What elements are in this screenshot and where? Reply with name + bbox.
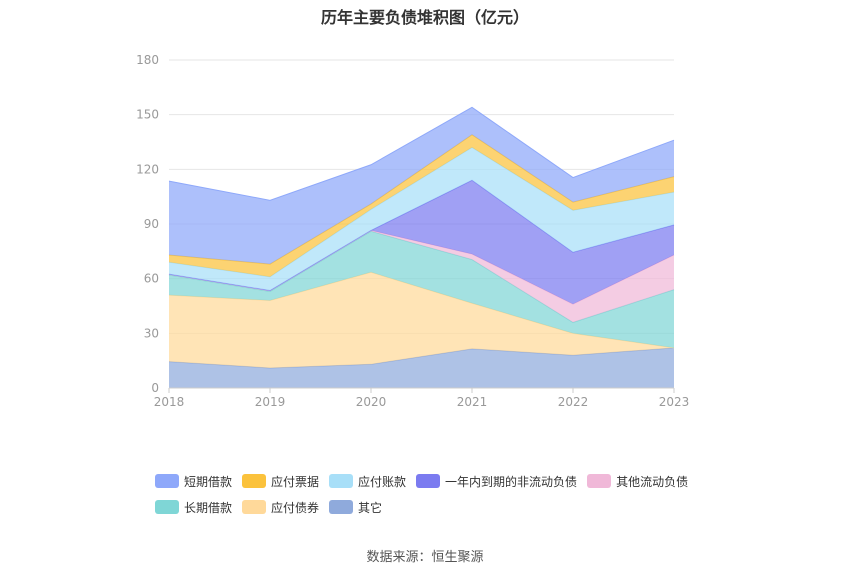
- legend-item[interactable]: 短期借款: [155, 472, 232, 490]
- x-tick-label: 2018: [154, 395, 185, 409]
- area-应付账款: [169, 147, 674, 291]
- x-tick-label: 2022: [558, 395, 589, 409]
- legend-swatch: [329, 474, 354, 488]
- legend-swatch: [242, 474, 267, 488]
- legend-swatch: [416, 474, 441, 488]
- area-其他流动负债: [169, 230, 674, 323]
- legend-label: 应付账款: [358, 474, 407, 489]
- area-应付债券: [169, 272, 674, 368]
- x-tick-label: 2020: [356, 395, 387, 409]
- area-短期借款: [169, 107, 674, 265]
- chart-title: 历年主要负债堆积图（亿元）: [320, 8, 529, 27]
- legend-item[interactable]: 一年内到期的非流动负债: [416, 472, 577, 490]
- area-其它: [169, 347, 674, 388]
- legend-item[interactable]: 应付账款: [329, 472, 406, 490]
- y-tick-label: 0: [151, 381, 159, 395]
- legend-item[interactable]: 应付债券: [242, 498, 319, 516]
- legend-label: 其它: [358, 500, 383, 515]
- x-tick-label: 2019: [255, 395, 286, 409]
- legend-label: 其他流动负债: [616, 474, 689, 489]
- y-tick-label: 120: [136, 162, 159, 176]
- y-tick-label: 180: [136, 53, 159, 67]
- x-tick-label: 2023: [659, 395, 690, 409]
- legend-swatch: [329, 500, 354, 514]
- legend-label: 长期借款: [184, 500, 233, 515]
- y-tick-label: 60: [144, 272, 159, 286]
- legend-swatch: [587, 474, 612, 488]
- x-tick-label: 2021: [457, 395, 488, 409]
- legend-swatch: [242, 500, 267, 514]
- area-长期借款: [169, 231, 674, 348]
- y-tick-label: 30: [144, 326, 159, 340]
- series-line-短期借款: [168, 106, 675, 201]
- area-应付票据: [169, 134, 674, 277]
- legend-item[interactable]: 长期借款: [155, 498, 232, 516]
- stacked-area-chart: 0 30 60 90 120 150 180 2018 2019 2020 2021 2022 2023: [136, 53, 690, 409]
- legend-item[interactable]: 应付票据: [242, 472, 319, 490]
- y-tick-label: 90: [144, 217, 159, 231]
- chart-legend: 短期借款 应付票据 应付账款 一年内到期的非流动负债 其他流动负债长期借款 应付债券 其它: [155, 472, 715, 516]
- legend-swatch: [155, 474, 179, 488]
- legend-label: 应付票据: [271, 474, 320, 489]
- data-source: 数据来源：恒生聚源: [366, 550, 484, 565]
- y-tick-label: 150: [136, 108, 159, 122]
- legend-label: 一年内到期的非流动负债: [445, 474, 578, 489]
- legend-item[interactable]: 其它: [329, 498, 382, 516]
- legend-item[interactable]: 其他流动负债: [587, 472, 688, 490]
- legend-label: 短期借款: [184, 474, 233, 489]
- legend-label: 应付债券: [271, 500, 320, 515]
- legend-swatch: [155, 500, 179, 514]
